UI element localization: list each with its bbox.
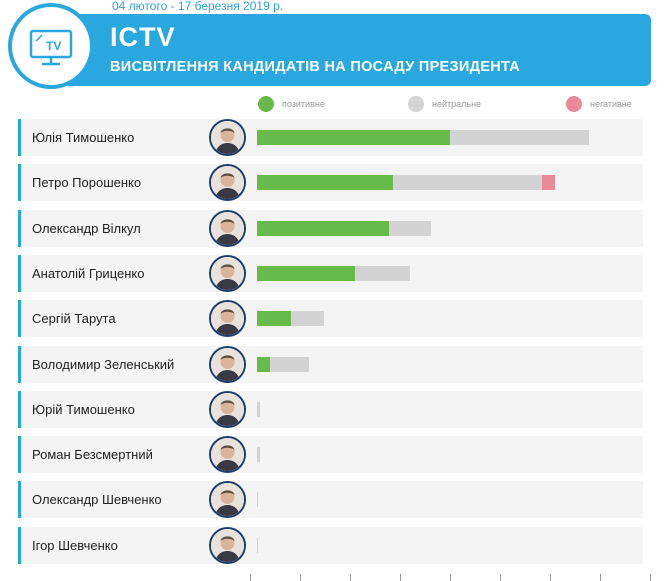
candidate-row: Олександр Вілкул — [18, 210, 643, 247]
candidate-name: Юлія Тимошенко — [32, 130, 135, 145]
candidate-name: Анатолій Гриценко — [32, 266, 145, 281]
legend: позитивне нейтральне негативне — [0, 96, 671, 112]
candidate-avatar-icon — [209, 210, 246, 247]
candidate-row: Сергій Тарута — [18, 300, 643, 337]
axis-tick — [400, 574, 401, 581]
candidate-row: Роман Безсмертний — [18, 436, 643, 473]
bar-segment-positive — [257, 357, 270, 372]
axis-tick — [500, 574, 501, 581]
header-banner: ICTV ВИСВІТЛЕННЯ КАНДИДАТІВ НА ПОСАДУ ПР… — [52, 14, 651, 86]
candidate-row: Юлія Тимошенко — [18, 119, 643, 156]
candidate-row: Олександр Шевченко — [18, 481, 643, 518]
candidate-name: Роман Безсмертний — [32, 447, 153, 462]
candidate-bar — [257, 447, 637, 462]
candidate-avatar-icon — [209, 164, 246, 201]
bar-segment-neutral — [257, 492, 258, 507]
candidate-avatar-icon — [209, 391, 246, 428]
legend-negative: негативне — [566, 96, 632, 112]
candidate-row: Юрій Тимошенко — [18, 391, 643, 428]
candidate-bar — [257, 402, 637, 417]
axis-tick — [550, 574, 551, 581]
candidate-bar — [257, 357, 637, 372]
axis-tick — [300, 574, 301, 581]
candidate-name: Олександр Шевченко — [32, 492, 162, 507]
candidate-bar — [257, 130, 637, 145]
bar-segment-positive — [257, 130, 450, 145]
axis-tick — [450, 574, 451, 581]
bar-segment-positive — [257, 175, 393, 190]
bar-segment-neutral — [257, 402, 260, 417]
candidate-name: Олександр Вілкул — [32, 221, 141, 236]
axis-tick — [600, 574, 601, 581]
candidate-row: Ігор Шевченко — [18, 527, 643, 564]
candidate-name: Сергій Тарута — [32, 311, 116, 326]
candidate-row: Петро Порошенко — [18, 164, 643, 201]
bar-segment-neutral — [393, 175, 542, 190]
candidate-name: Петро Порошенко — [32, 175, 142, 190]
tv-logo-icon: TV — [8, 3, 94, 89]
legend-neutral-swatch — [408, 96, 424, 112]
date-range: 04 лютого - 17 березня 2019 р. — [112, 0, 284, 13]
axis-tick — [250, 574, 251, 581]
bar-segment-neutral — [257, 447, 260, 462]
candidate-avatar-icon — [209, 300, 246, 337]
logo-text: TV — [46, 39, 61, 53]
candidate-avatar-icon — [209, 527, 246, 564]
legend-positive-swatch — [258, 96, 274, 112]
bar-segment-positive — [257, 311, 291, 326]
candidate-bar — [257, 492, 637, 507]
legend-positive-label: позитивне — [282, 99, 325, 109]
bar-segment-negative — [542, 175, 555, 190]
legend-positive: позитивне — [258, 96, 325, 112]
bar-segment-positive — [257, 221, 389, 236]
candidate-bar — [257, 311, 637, 326]
axis-tick — [650, 574, 651, 581]
candidate-bar — [257, 221, 637, 236]
candidate-name: Ігор Шевченко — [32, 538, 118, 553]
candidate-name: Володимир Зеленський — [32, 357, 175, 372]
bar-segment-neutral — [291, 311, 324, 326]
bottom-axis-ticks — [250, 574, 651, 581]
bar-segment-neutral — [270, 357, 309, 372]
legend-neutral-label: нейтральне — [432, 99, 482, 109]
candidate-avatar-icon — [209, 255, 246, 292]
legend-neutral: нейтральне — [408, 96, 481, 112]
bar-segment-neutral — [450, 130, 589, 145]
candidate-bar — [257, 266, 637, 281]
candidate-bar — [257, 175, 637, 190]
candidate-bar — [257, 538, 637, 553]
candidate-row: Анатолій Гриценко — [18, 255, 643, 292]
candidate-row: Володимир Зеленський — [18, 346, 643, 383]
bar-segment-neutral — [389, 221, 431, 236]
bar-segment-neutral — [355, 266, 410, 281]
chart-subtitle: ВИСВІТЛЕННЯ КАНДИДАТІВ НА ПОСАДУ ПРЕЗИДЕ… — [110, 59, 521, 75]
candidate-avatar-icon — [209, 346, 246, 383]
axis-tick — [350, 574, 351, 581]
bar-segment-neutral — [257, 538, 258, 553]
legend-negative-label: негативне — [590, 99, 632, 109]
bar-segment-positive — [257, 266, 355, 281]
channel-title: ICTV — [110, 22, 176, 52]
candidate-avatar-icon — [209, 436, 246, 473]
legend-negative-swatch — [566, 96, 582, 112]
candidate-avatar-icon — [209, 119, 246, 156]
candidate-avatar-icon — [209, 481, 246, 518]
candidate-name: Юрій Тимошенко — [32, 402, 135, 417]
